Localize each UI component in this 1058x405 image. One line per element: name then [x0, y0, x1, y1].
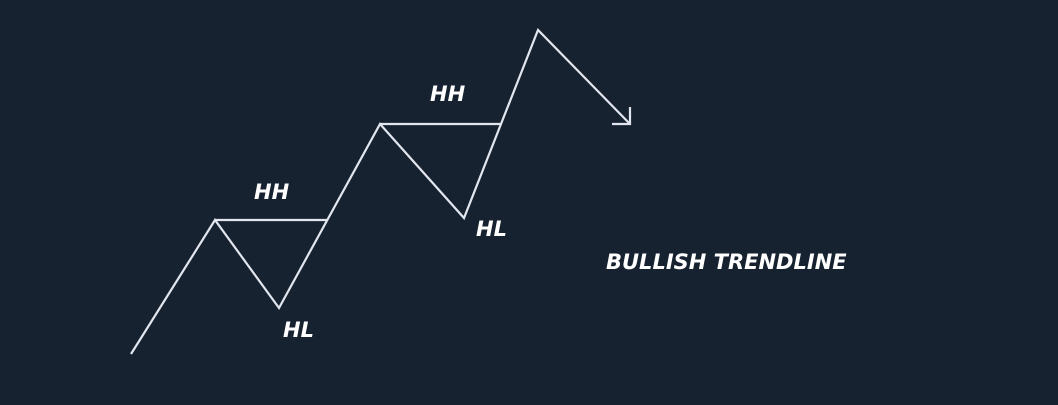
arrow-head-icon [612, 107, 632, 126]
hh-label-1: HH [254, 180, 290, 204]
hl-label-2: HL [476, 217, 507, 241]
hl-label-1: HL [283, 318, 314, 342]
hh-label-2: HH [430, 82, 466, 106]
diagram-title: BULLISH TRENDLINE [606, 250, 847, 274]
price-zigzag-line [130, 28, 631, 355]
